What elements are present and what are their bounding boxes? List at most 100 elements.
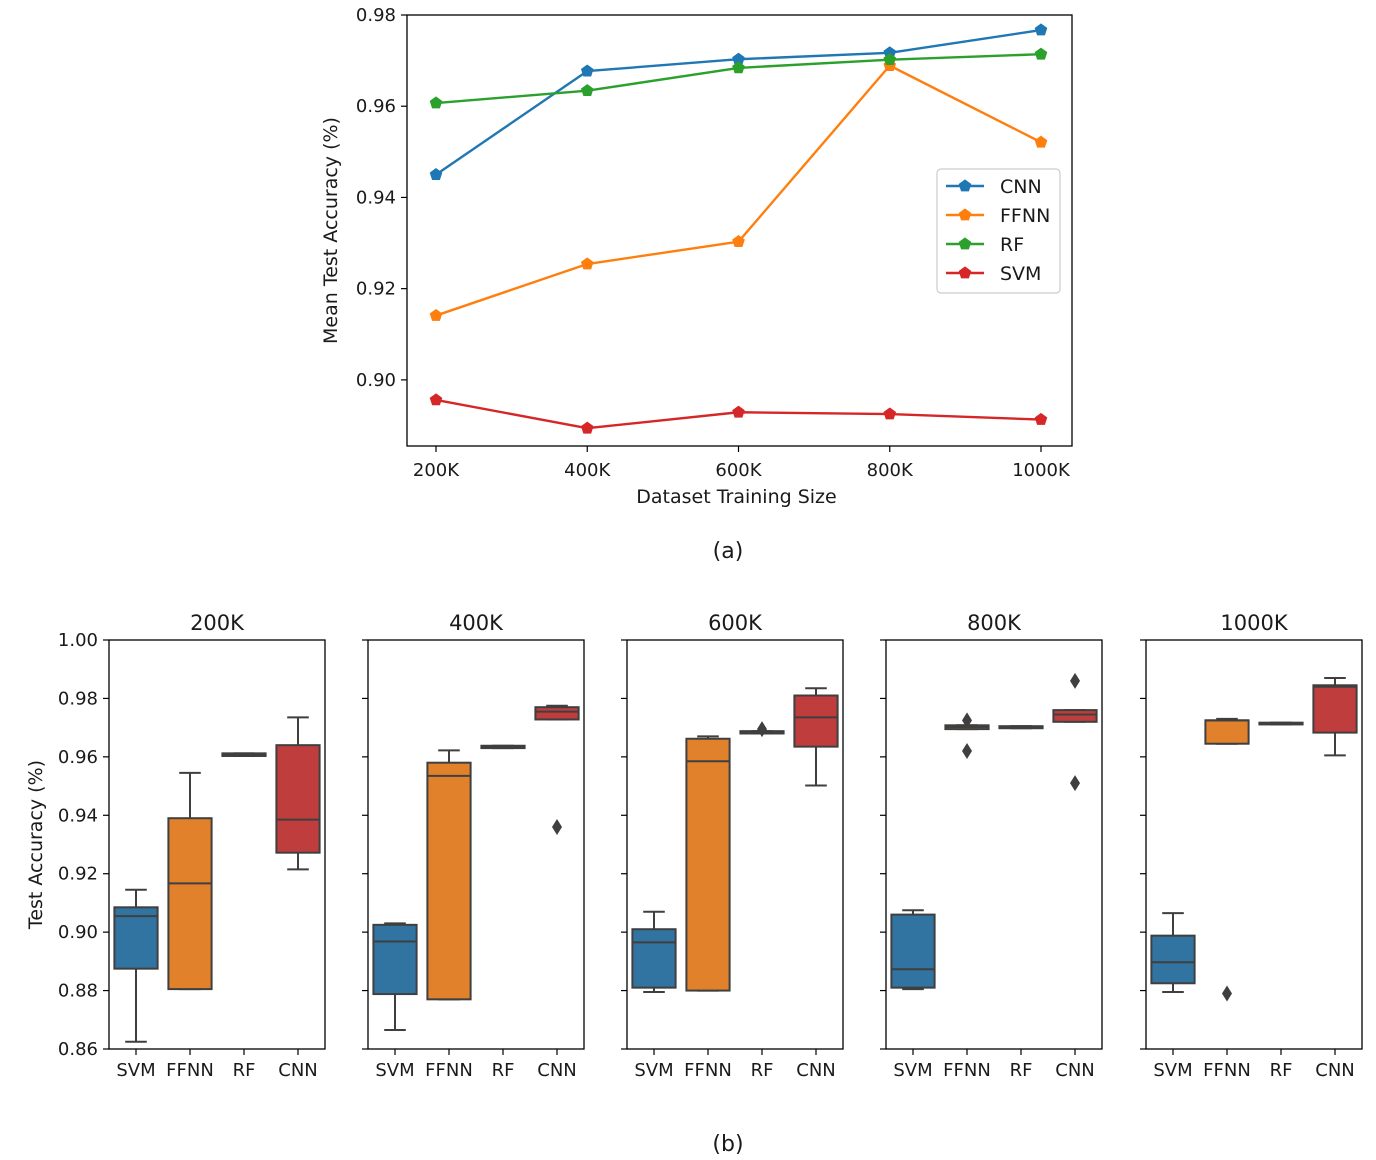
x-tick-label: FFNN	[166, 1060, 214, 1081]
x-tick-label: 600K	[715, 460, 762, 481]
box-rf	[221, 752, 267, 757]
box-panel-200k: 200K SVM FFNN RF CNN 0.86 0.88 0.90 0.92 0.94 0.96…	[58, 611, 326, 1081]
legend-label-cnn: CNN	[1000, 176, 1042, 198]
box-body	[631, 928, 677, 989]
box-rf	[739, 721, 785, 738]
flier	[962, 712, 972, 729]
x-tick-label: RF	[1270, 1060, 1293, 1081]
x-tick-label: CNN	[1055, 1060, 1095, 1081]
y-axis-label: Test Accuracy (%)	[25, 760, 47, 930]
legend-label-ffnn: FFNN	[1000, 205, 1050, 227]
point-rf-200k	[429, 96, 443, 109]
x-tick-label: 800K	[867, 460, 914, 481]
x-tick-label: FFNN	[684, 1060, 732, 1081]
box-svm	[631, 910, 677, 994]
point-cnn-1000k	[1034, 23, 1048, 36]
point-svm-1000k	[1034, 412, 1048, 425]
x-tick-label: SVM	[116, 1060, 155, 1081]
box-charts: 200K SVM FFNN RF CNN 0.86 0.88 0.90 0.92 0.94 0.96…	[25, 611, 1363, 1081]
legend-marker-ffnn	[958, 208, 972, 221]
point-rf-400k	[580, 84, 594, 97]
box-body	[275, 744, 321, 854]
box-cnn	[534, 704, 580, 835]
y-tick-label: 0.92	[58, 864, 98, 885]
x-tick-label: SVM	[375, 1060, 414, 1081]
box-body	[1052, 709, 1098, 723]
x-tick-label: 400K	[564, 460, 611, 481]
plot-frame	[406, 14, 1073, 447]
legend-label-svm: SVM	[1000, 263, 1041, 285]
x-tick-label: CNN	[796, 1060, 836, 1081]
box-svm	[113, 888, 159, 1043]
box-rf	[1258, 721, 1304, 726]
point-rf-800k	[883, 53, 897, 66]
box-rf	[480, 744, 526, 750]
point-rf-600k	[732, 61, 745, 74]
box-body	[426, 761, 472, 1001]
x-tick-label: SVM	[893, 1060, 932, 1081]
panel-title: 800K	[967, 611, 1022, 635]
x-tick-label: RF	[492, 1060, 515, 1081]
box-ffnn	[426, 749, 472, 1001]
x-tick-label: 1000K	[1012, 460, 1071, 481]
x-tick-label: RF	[1010, 1060, 1033, 1081]
point-svm-800k	[883, 407, 897, 420]
panel-frame	[108, 639, 326, 1050]
panel-frame	[1145, 639, 1363, 1050]
box-rf	[998, 725, 1044, 730]
legend: CNN FFNN RF SVM	[936, 168, 1061, 294]
box-body	[793, 694, 839, 748]
x-tick-label: FFNN	[943, 1060, 991, 1081]
box-panel-400k: 400K SVM FFNN RF CNN	[362, 611, 585, 1081]
box-body	[1312, 684, 1358, 734]
legend-label-rf: RF	[1000, 234, 1024, 256]
box-cnn	[793, 687, 839, 787]
x-tick-label: SVM	[1153, 1060, 1192, 1081]
box-body	[534, 706, 580, 721]
box-svm	[1150, 912, 1196, 994]
y-tick-label: 0.88	[58, 981, 98, 1002]
x-tick-label: CNN	[278, 1060, 318, 1081]
point-ffnn-400k	[580, 257, 594, 270]
point-ffnn-200k	[429, 308, 443, 321]
x-tick-label: RF	[751, 1060, 774, 1081]
box-panel-800k: 800K SVM FFNN RF CNN	[880, 611, 1103, 1081]
legend-marker-svm	[958, 266, 972, 279]
panel-frame	[626, 639, 844, 1050]
flier	[1070, 775, 1080, 792]
panel-title: 600K	[708, 611, 763, 635]
y-tick-label: 0.90	[58, 922, 98, 943]
point-ffnn-600k	[732, 235, 745, 248]
box-ffnn	[1204, 717, 1250, 1002]
box-svm	[372, 922, 418, 1032]
panel-frame	[885, 639, 1103, 1050]
legend-marker-rf	[958, 237, 972, 250]
flier	[1222, 985, 1232, 1002]
point-svm-400k	[580, 421, 594, 434]
box-body	[1150, 934, 1196, 985]
panel-title: 200K	[190, 611, 245, 635]
flier	[1070, 672, 1080, 689]
box-panel-600k: 600K SVM FFNN RF CNN	[621, 611, 844, 1081]
x-tick-label: FFNN	[1203, 1060, 1251, 1081]
y-tick-label: 0.94	[356, 187, 396, 208]
box-panel-1000k: 1000K SVM FFNN RF CNN	[1140, 611, 1363, 1081]
box-ffnn	[685, 735, 731, 992]
point-svm-600k	[732, 405, 745, 418]
box-ffnn	[944, 712, 990, 760]
flier	[757, 721, 767, 738]
y-tick-label: 0.96	[58, 747, 98, 768]
point-rf-1000k	[1034, 47, 1048, 60]
flier	[962, 743, 972, 760]
y-tick-label: 0.98	[58, 688, 98, 709]
box-cnn	[1312, 676, 1358, 757]
box-body	[1204, 719, 1250, 745]
line-chart: 200K 400K 600K 800K 1000K 0.90 0.92 0.94 0.96 0.9…	[320, 5, 1073, 508]
y-tick-label: 0.86	[58, 1039, 98, 1060]
panel-title: 400K	[449, 611, 504, 635]
point-svm-200k	[429, 393, 443, 406]
panel-title: 1000K	[1220, 611, 1288, 635]
caption-b: (b)	[712, 1132, 743, 1157]
x-tick-label: RF	[233, 1060, 256, 1081]
